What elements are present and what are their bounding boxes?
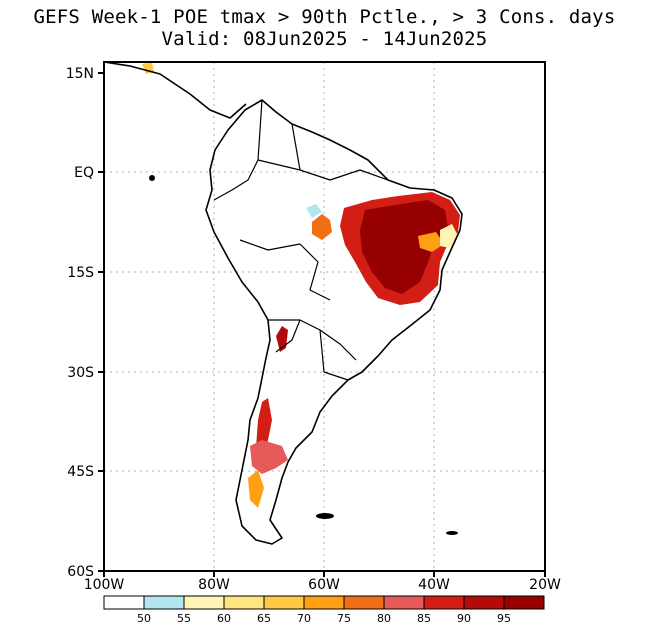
map-grid (104, 62, 545, 571)
map-subtitle: Valid: 08Jun2025 - 14Jun2025 (161, 28, 488, 50)
shade-brazil-edge (440, 224, 458, 248)
country-borders (213, 99, 389, 381)
colorbar-swatch (343, 595, 385, 610)
lon-label-60w: 60W (308, 577, 340, 593)
colorbar-label: 50 (137, 612, 151, 625)
lon-label-20w: 20W (529, 577, 561, 593)
colorbar-swatch (423, 595, 465, 610)
lon-label-100w: 100W (84, 577, 125, 593)
lon-label-80w: 80W (198, 577, 230, 593)
south-america-coast (205, 99, 463, 545)
axis-ticks (98, 72, 546, 577)
shade-chile-south (250, 440, 288, 474)
shade-brazil-west (312, 214, 332, 240)
colorbar-swatch (143, 595, 185, 610)
colorbar-swatch (463, 595, 505, 610)
colorbar-label: 85 (417, 612, 431, 625)
colorbar-swatch (383, 595, 425, 610)
shade-brazil-cyan (306, 204, 322, 218)
colorbar-label: 65 (257, 612, 271, 625)
lat-label-15n: 15N (66, 66, 94, 82)
colorbar-swatch (303, 595, 345, 610)
lon-label-40w: 40W (418, 577, 450, 593)
heat-shading (142, 62, 460, 508)
shade-brazil-inner (360, 200, 448, 294)
colorbar-label: 95 (497, 612, 511, 625)
colorbar-swatch (223, 595, 265, 610)
lat-label-eq: EQ (74, 165, 94, 181)
colorbar-label: 90 (457, 612, 471, 625)
shade-patagonia (248, 470, 264, 508)
colorbar-label: 75 (337, 612, 351, 625)
colorbar-swatch (503, 595, 545, 610)
colorbar: 50 55 60 65 70 75 80 85 90 95 (103, 595, 545, 625)
lat-label-60s: 60S (67, 564, 94, 580)
shade-brazil-patch (418, 232, 444, 252)
islands (149, 175, 458, 535)
map-title: GEFS Week-1 POE tmax > 90th Pctle., > 3 … (33, 6, 616, 28)
central-america-coast (103, 61, 247, 119)
colorbar-swatch (263, 595, 305, 610)
colorbar-swatch (103, 595, 145, 610)
coastlines (103, 61, 463, 545)
colorbar-swatch (183, 595, 225, 610)
lat-label-30s: 30S (67, 365, 94, 381)
lat-label-45s: 45S (67, 464, 94, 480)
lat-label-15s: 15S (67, 265, 94, 281)
colorbar-label: 70 (297, 612, 311, 625)
colorbar-label: 60 (217, 612, 231, 625)
colorbar-label: 80 (377, 612, 391, 625)
colorbar-label: 55 (177, 612, 191, 625)
